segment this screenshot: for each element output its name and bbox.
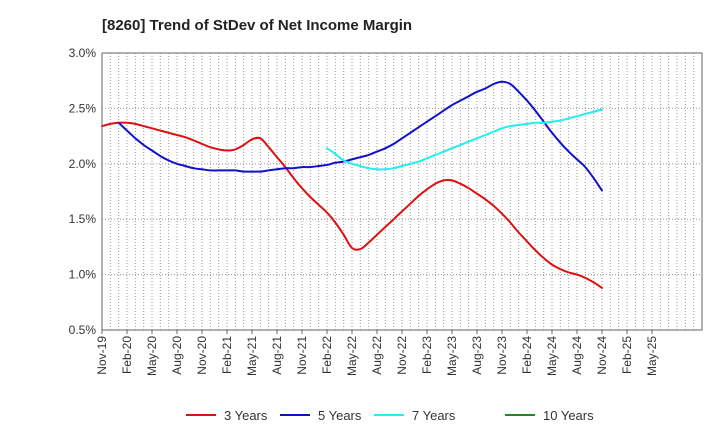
x-tick-label: May-23	[445, 336, 459, 376]
y-tick-label: 0.5%	[69, 323, 97, 337]
chart-title: [8260] Trend of StDev of Net Income Marg…	[102, 17, 412, 34]
series-line-5-years	[117, 80, 603, 192]
x-tick-label: Aug-22	[370, 336, 384, 375]
x-tick-label: Feb-25	[620, 336, 634, 374]
series-lines	[101, 80, 603, 289]
x-tick-label: Nov-19	[95, 336, 109, 375]
x-tick-label: Nov-20	[195, 336, 209, 375]
y-tick-label: 2.0%	[69, 157, 97, 171]
x-tick-label: Aug-20	[170, 336, 184, 375]
y-tick-label: 1.5%	[69, 212, 97, 226]
x-tick-label: May-24	[545, 336, 559, 376]
x-tick-label: Aug-24	[570, 336, 584, 375]
x-tick-label: May-25	[645, 336, 659, 376]
legend-label: 7 Years	[412, 408, 456, 423]
legend: 3 Years 5 Years 7 Years 10 Years	[186, 408, 594, 423]
x-tick-label: May-22	[345, 336, 359, 376]
y-tick-label: 1.0%	[69, 268, 97, 282]
x-tick-label: Nov-24	[595, 336, 609, 375]
series-line-7-years	[326, 108, 603, 171]
x-axis-ticks: Nov-19 Feb-20 May-20 Aug-20 Nov-20 Feb-21 May-…	[95, 330, 659, 376]
x-tick-label: May-20	[145, 336, 159, 376]
y-tick-label: 3.0%	[69, 46, 97, 60]
y-axis-ticks: 0.5% 1.0% 1.5% 2.0% 2.5% 3.0%	[69, 46, 97, 337]
legend-label: 5 Years	[318, 408, 362, 423]
x-tick-label: May-21	[245, 336, 259, 376]
y-tick-label: 2.5%	[69, 101, 97, 115]
x-tick-label: Feb-21	[220, 336, 234, 374]
legend-label: 10 Years	[543, 408, 594, 423]
x-tick-label: Feb-22	[320, 336, 334, 374]
x-tick-label: Feb-24	[520, 336, 534, 374]
x-tick-label: Aug-23	[470, 336, 484, 375]
series-line-3-years	[101, 121, 603, 289]
grid	[102, 53, 702, 330]
legend-label: 3 Years	[224, 408, 268, 423]
x-tick-label: Feb-20	[120, 336, 134, 374]
x-tick-label: Nov-21	[295, 336, 309, 375]
x-tick-label: Feb-23	[420, 336, 434, 374]
x-tick-label: Aug-21	[270, 336, 284, 375]
x-tick-label: Nov-22	[395, 336, 409, 375]
x-tick-label: Nov-23	[495, 336, 509, 375]
